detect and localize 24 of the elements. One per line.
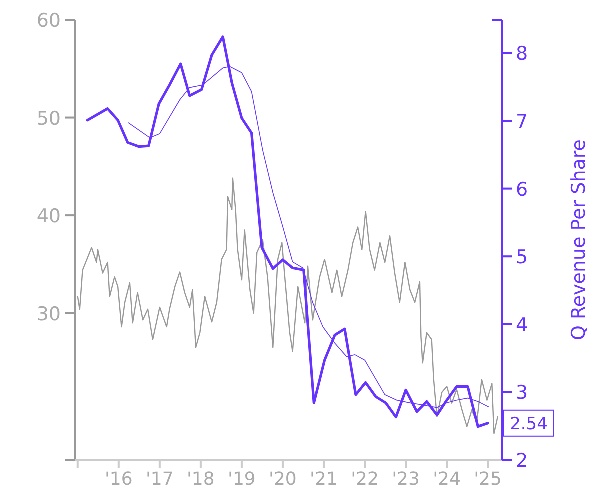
y2-tick-label: 5 [516,246,528,269]
y-tick-label: 30 [36,303,61,326]
line-series [86,36,490,428]
x-tick-label: '22 [351,469,379,490]
y2-tick-label: 7 [516,111,528,134]
y-tick-label: 40 [36,206,61,228]
x-tick-label: '18 [186,469,215,490]
x-tick-label: '21 [310,469,338,490]
y2-tick-label: 3 [516,382,528,404]
x-tick-label: '20 [269,469,297,490]
data-label: 2.54 [510,414,548,434]
x-tick-label: '25 [474,469,502,490]
y2-tick-label: 8 [516,43,528,66]
x-tick-label: '19 [228,469,256,490]
x-tick-label: '17 [146,469,174,490]
y2-tick-label: 4 [516,314,528,336]
y2-axis-title: Q Revenue Per Share [568,140,590,340]
x-tick-label: '23 [392,469,420,490]
y2-tick-label: 6 [516,178,528,201]
y2-tick-label: 2 [516,450,528,472]
x-tick-label: '16 [104,469,133,490]
y-tick-label: 50 [36,108,61,130]
x-tick-label: '24 [433,469,461,490]
y-tick-label: 60 [36,10,61,32]
